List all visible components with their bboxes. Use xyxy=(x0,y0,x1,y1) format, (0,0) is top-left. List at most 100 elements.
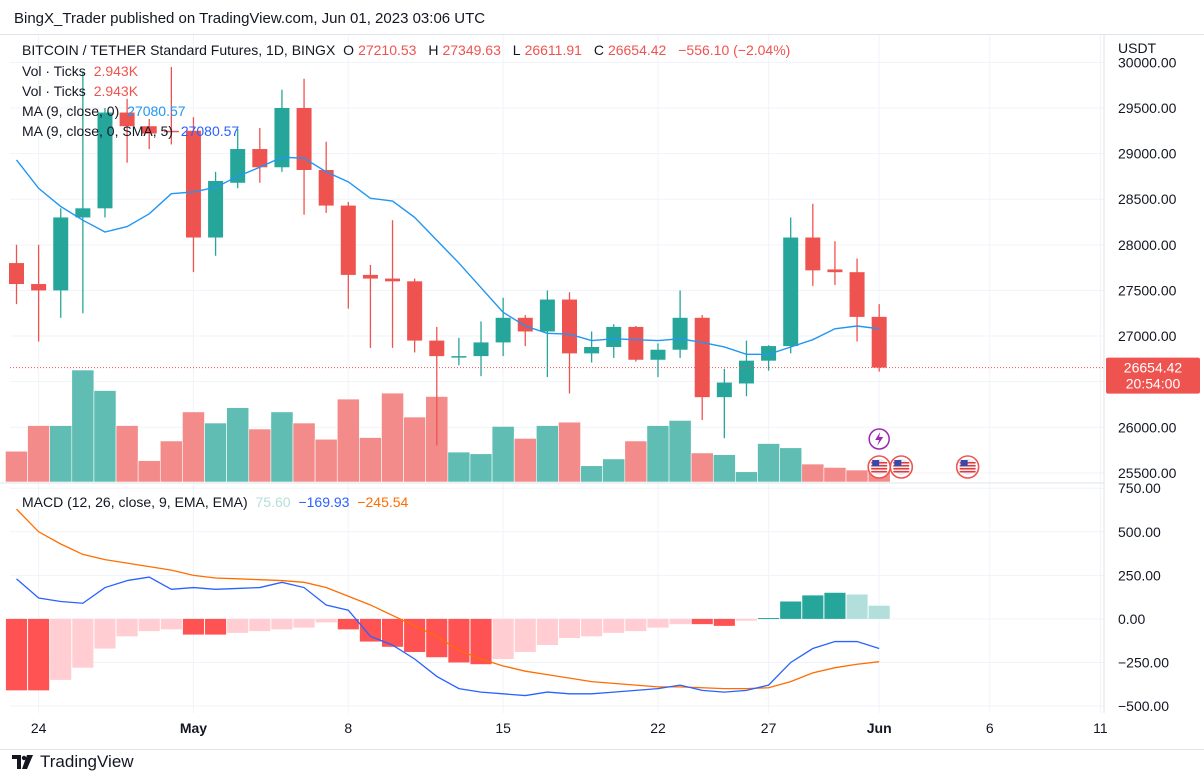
macd-histogram-bar xyxy=(514,618,536,653)
macd-line xyxy=(16,576,880,697)
last-price-badge xyxy=(1106,357,1200,394)
volume-bar xyxy=(735,471,758,483)
macd-histogram-bar xyxy=(846,594,868,619)
volume-bar xyxy=(182,411,205,483)
last-price-label: 26654.42 xyxy=(1124,360,1183,376)
volume-bar xyxy=(93,390,117,483)
macd-histogram-bar xyxy=(359,618,381,642)
tradingview-logo[interactable]: TradingView xyxy=(12,752,134,772)
volume-bar xyxy=(823,467,847,483)
volume-bar xyxy=(580,465,603,483)
candle-body xyxy=(650,349,666,360)
macd-histogram-bar xyxy=(337,618,359,630)
price-tick-label: 30000.00 xyxy=(1118,54,1177,70)
macd-histogram-bar xyxy=(182,618,205,635)
volume-bar xyxy=(292,422,316,483)
candle-body xyxy=(805,237,821,271)
us-flag-stripe xyxy=(959,468,976,470)
symbol-legend[interactable]: BITCOIN / TETHER Standard Futures, 1D, B… xyxy=(22,42,794,58)
us-flag-canton xyxy=(894,460,902,466)
volume-legend-1[interactable]: Vol · Ticks 2.943K xyxy=(22,63,142,79)
price-tick-label: 27500.00 xyxy=(1118,282,1177,298)
tradingview-logo-icon xyxy=(12,755,33,769)
time-tick-label: 11 xyxy=(1093,720,1108,736)
macd-histogram-bar xyxy=(691,618,713,625)
macd-signal-value: −245.54 xyxy=(357,494,409,510)
macd-histogram-bar xyxy=(669,618,691,625)
volume-bar xyxy=(204,422,227,483)
macd-histogram-bar xyxy=(72,618,94,668)
ma-sma-label: MA (9, close, 0, SMA, 5) xyxy=(22,123,173,139)
macd-histogram-bar xyxy=(249,618,271,632)
volume-bar xyxy=(558,421,581,483)
volume-bar xyxy=(712,454,736,483)
candle-body xyxy=(407,281,423,341)
macd-histogram-bar xyxy=(227,618,249,633)
chart-frame[interactable]: USDT25500.0026000.0026500.0027000.002750… xyxy=(0,34,1204,750)
candle-body xyxy=(163,130,179,133)
macd-histogram-bar xyxy=(138,618,160,632)
macd-tick-label: 750.00 xyxy=(1118,480,1161,496)
candle-body xyxy=(628,326,644,360)
macd-legend[interactable]: MACD (12, 26, close, 9, EMA, EMA) 75.60 … xyxy=(22,494,412,510)
macd-histogram-bar xyxy=(160,618,182,630)
macd-histogram-bar xyxy=(381,618,404,647)
macd-histogram-bar xyxy=(50,618,72,680)
ma-legend[interactable]: MA (9, close, 0) 27080.57 xyxy=(22,103,190,119)
volume-bar xyxy=(71,369,95,483)
candle-body xyxy=(53,217,69,291)
volume-bar xyxy=(226,407,250,483)
candle-body xyxy=(694,317,710,398)
us-flag-canton xyxy=(872,460,880,466)
volume-bar xyxy=(690,452,714,483)
price-tick-label: 29500.00 xyxy=(1118,100,1177,116)
price-tick-label: 29000.00 xyxy=(1118,146,1177,162)
candle-body xyxy=(783,237,799,347)
macd-histogram-bar xyxy=(625,618,647,632)
time-tick-label: 22 xyxy=(650,720,666,736)
volume-value: 2.943K xyxy=(93,83,139,99)
macd-histogram-bar xyxy=(558,618,581,639)
ohlc-open: O 27210.53 xyxy=(343,42,417,58)
candle-body xyxy=(672,317,688,350)
candle-body xyxy=(97,112,113,209)
symbol-title: BITCOIN / TETHER Standard Futures, 1D, B… xyxy=(22,42,336,58)
volume-bar xyxy=(115,425,139,483)
volume-bar xyxy=(469,453,493,483)
price-tick-label: 26000.00 xyxy=(1118,419,1177,435)
time-tick-label: 6 xyxy=(986,720,994,736)
volume-bar xyxy=(536,425,559,483)
candle-body xyxy=(716,382,732,398)
macd-signal-line xyxy=(16,508,880,690)
candle-body xyxy=(362,274,378,279)
macd-histogram-bar xyxy=(492,618,514,659)
macd-histogram-bar xyxy=(780,601,802,619)
ohlc-low: L 26611.91 xyxy=(512,42,582,58)
macd-histogram-bar xyxy=(116,618,138,637)
volume-bar xyxy=(668,420,692,483)
time-tick-label: 27 xyxy=(761,720,777,736)
chart-canvas[interactable]: USDT25500.0026000.0026500.0027000.002750… xyxy=(0,35,1204,749)
volume-bar xyxy=(646,425,670,483)
ma-line xyxy=(15,156,880,355)
volume-bar xyxy=(314,438,338,483)
candle-body xyxy=(517,317,533,332)
volume-bar xyxy=(513,438,537,483)
publisher-line: BingX_Trader published on TradingView.co… xyxy=(14,10,486,27)
macd-histogram-bar xyxy=(758,618,780,620)
candle-body xyxy=(584,346,600,354)
candle-body xyxy=(606,326,622,347)
volume-bar xyxy=(757,443,780,483)
ma-sma-legend[interactable]: MA (9, close, 0, SMA, 5) 27080.57 xyxy=(22,123,243,139)
macd-histogram-bar xyxy=(470,618,492,665)
ma-sma-value: 27080.57 xyxy=(180,123,240,139)
volume-bar xyxy=(270,411,294,483)
lightning-icon-glyph xyxy=(875,432,884,446)
macd-tick-label: 500.00 xyxy=(1118,524,1161,540)
macd-histogram-bar xyxy=(271,618,293,630)
candle-body xyxy=(473,342,489,357)
volume-legend-2[interactable]: Vol · Ticks 2.943K xyxy=(22,83,142,99)
macd-tick-label: 250.00 xyxy=(1118,567,1161,583)
candle-body xyxy=(75,208,91,218)
us-flag-canton xyxy=(960,460,968,466)
